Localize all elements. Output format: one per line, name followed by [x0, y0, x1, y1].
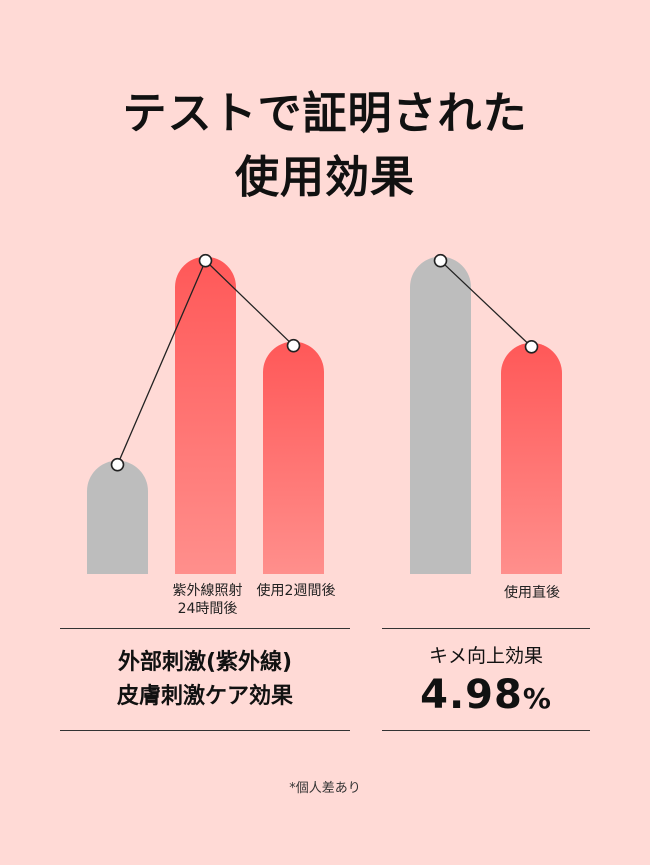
- caption-right-unit: %: [522, 682, 552, 715]
- caption-left: 外部刺激(紫外線) 皮膚刺激ケア効果: [60, 646, 350, 714]
- chart-ultraviolet: [87, 253, 324, 574]
- trend-line-1: [440, 260, 532, 348]
- bar-0-1: [175, 256, 236, 574]
- caption-right-number: 4.98: [420, 672, 523, 718]
- category-label-line: 24時間後: [177, 601, 238, 617]
- category-label-2-weeks: 使用2週間後: [248, 582, 344, 600]
- trend-point-1-1: [524, 339, 539, 354]
- divider-bottom-left: [60, 730, 350, 731]
- caption-left-line-2: 皮膚刺激ケア効果: [116, 684, 293, 709]
- page-title: テストで証明された 使用効果: [0, 82, 650, 210]
- category-label-line: 使用2週間後: [256, 583, 336, 599]
- category-label-line: 紫外線照射: [172, 583, 243, 599]
- chart-texture: [410, 253, 562, 574]
- trend-point-0-1: [198, 253, 213, 268]
- category-label-immediately: 使用直後: [492, 584, 572, 602]
- bar-0-2: [263, 341, 324, 574]
- bar-1-1: [501, 342, 562, 574]
- trend-point-0-0: [110, 457, 125, 472]
- category-label-line: 使用直後: [504, 585, 560, 601]
- footnote: *個人差あり: [289, 781, 361, 796]
- divider-bottom-right: [382, 730, 590, 731]
- title-line-2: 使用効果: [235, 152, 415, 203]
- divider-top-right: [382, 628, 590, 629]
- caption-right: キメ向上効果 4.98%: [382, 642, 590, 724]
- title-line-1: テストで証明された: [122, 88, 528, 139]
- bar-1-0: [410, 256, 471, 574]
- caption-left-line-1: 外部刺激(紫外線): [117, 650, 293, 675]
- category-label-uv-24h: 紫外線照射 24時間後: [160, 582, 255, 618]
- caption-right-value: 4.98%: [382, 670, 590, 724]
- caption-right-label: キメ向上効果: [428, 645, 543, 667]
- trend-point-0-2: [286, 338, 301, 353]
- divider-top-left: [60, 628, 350, 629]
- trend-point-1-0: [433, 253, 448, 268]
- bar-0-0: [87, 460, 148, 574]
